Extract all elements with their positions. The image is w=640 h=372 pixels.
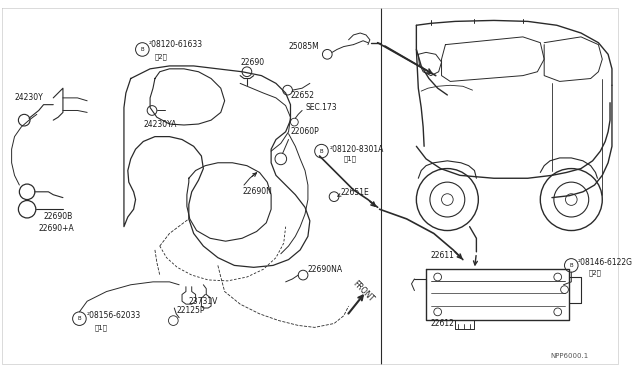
Text: B: B [570,263,573,268]
Text: （1）: （1） [95,324,108,331]
Text: 22611: 22611 [431,251,455,260]
Text: 22125P: 22125P [176,307,205,315]
Text: ²08146-6122G: ²08146-6122G [578,258,633,267]
Text: ²08120-8301A: ²08120-8301A [329,145,383,154]
Text: 25085M: 25085M [289,42,319,51]
Text: （1）: （1） [344,155,356,162]
Text: B: B [141,47,144,52]
Text: 22690: 22690 [240,58,264,67]
Text: 24230Y: 24230Y [15,93,44,102]
Text: 23731V: 23731V [189,297,218,306]
Text: 22652: 22652 [291,92,314,100]
Text: 22690N: 22690N [242,187,272,196]
Text: 22690+A: 22690+A [39,224,74,233]
Text: B: B [77,316,81,321]
Text: SEC.173: SEC.173 [305,103,337,112]
Text: 24230YA: 24230YA [143,119,177,129]
Text: ²08120-61633: ²08120-61633 [148,40,202,49]
Text: NPP6000.1: NPP6000.1 [550,353,588,359]
Text: （2）: （2） [155,53,168,60]
Text: B: B [319,149,323,154]
Text: （2）: （2） [589,270,602,276]
Text: 22612: 22612 [431,319,455,328]
Text: FRONT: FRONT [351,279,375,304]
Text: 22690NA: 22690NA [308,265,343,274]
Text: 22060P: 22060P [291,127,319,136]
Text: ²08156-62033: ²08156-62033 [86,311,140,320]
Text: 22651E: 22651E [341,188,369,197]
Text: 22690B: 22690B [44,212,73,221]
